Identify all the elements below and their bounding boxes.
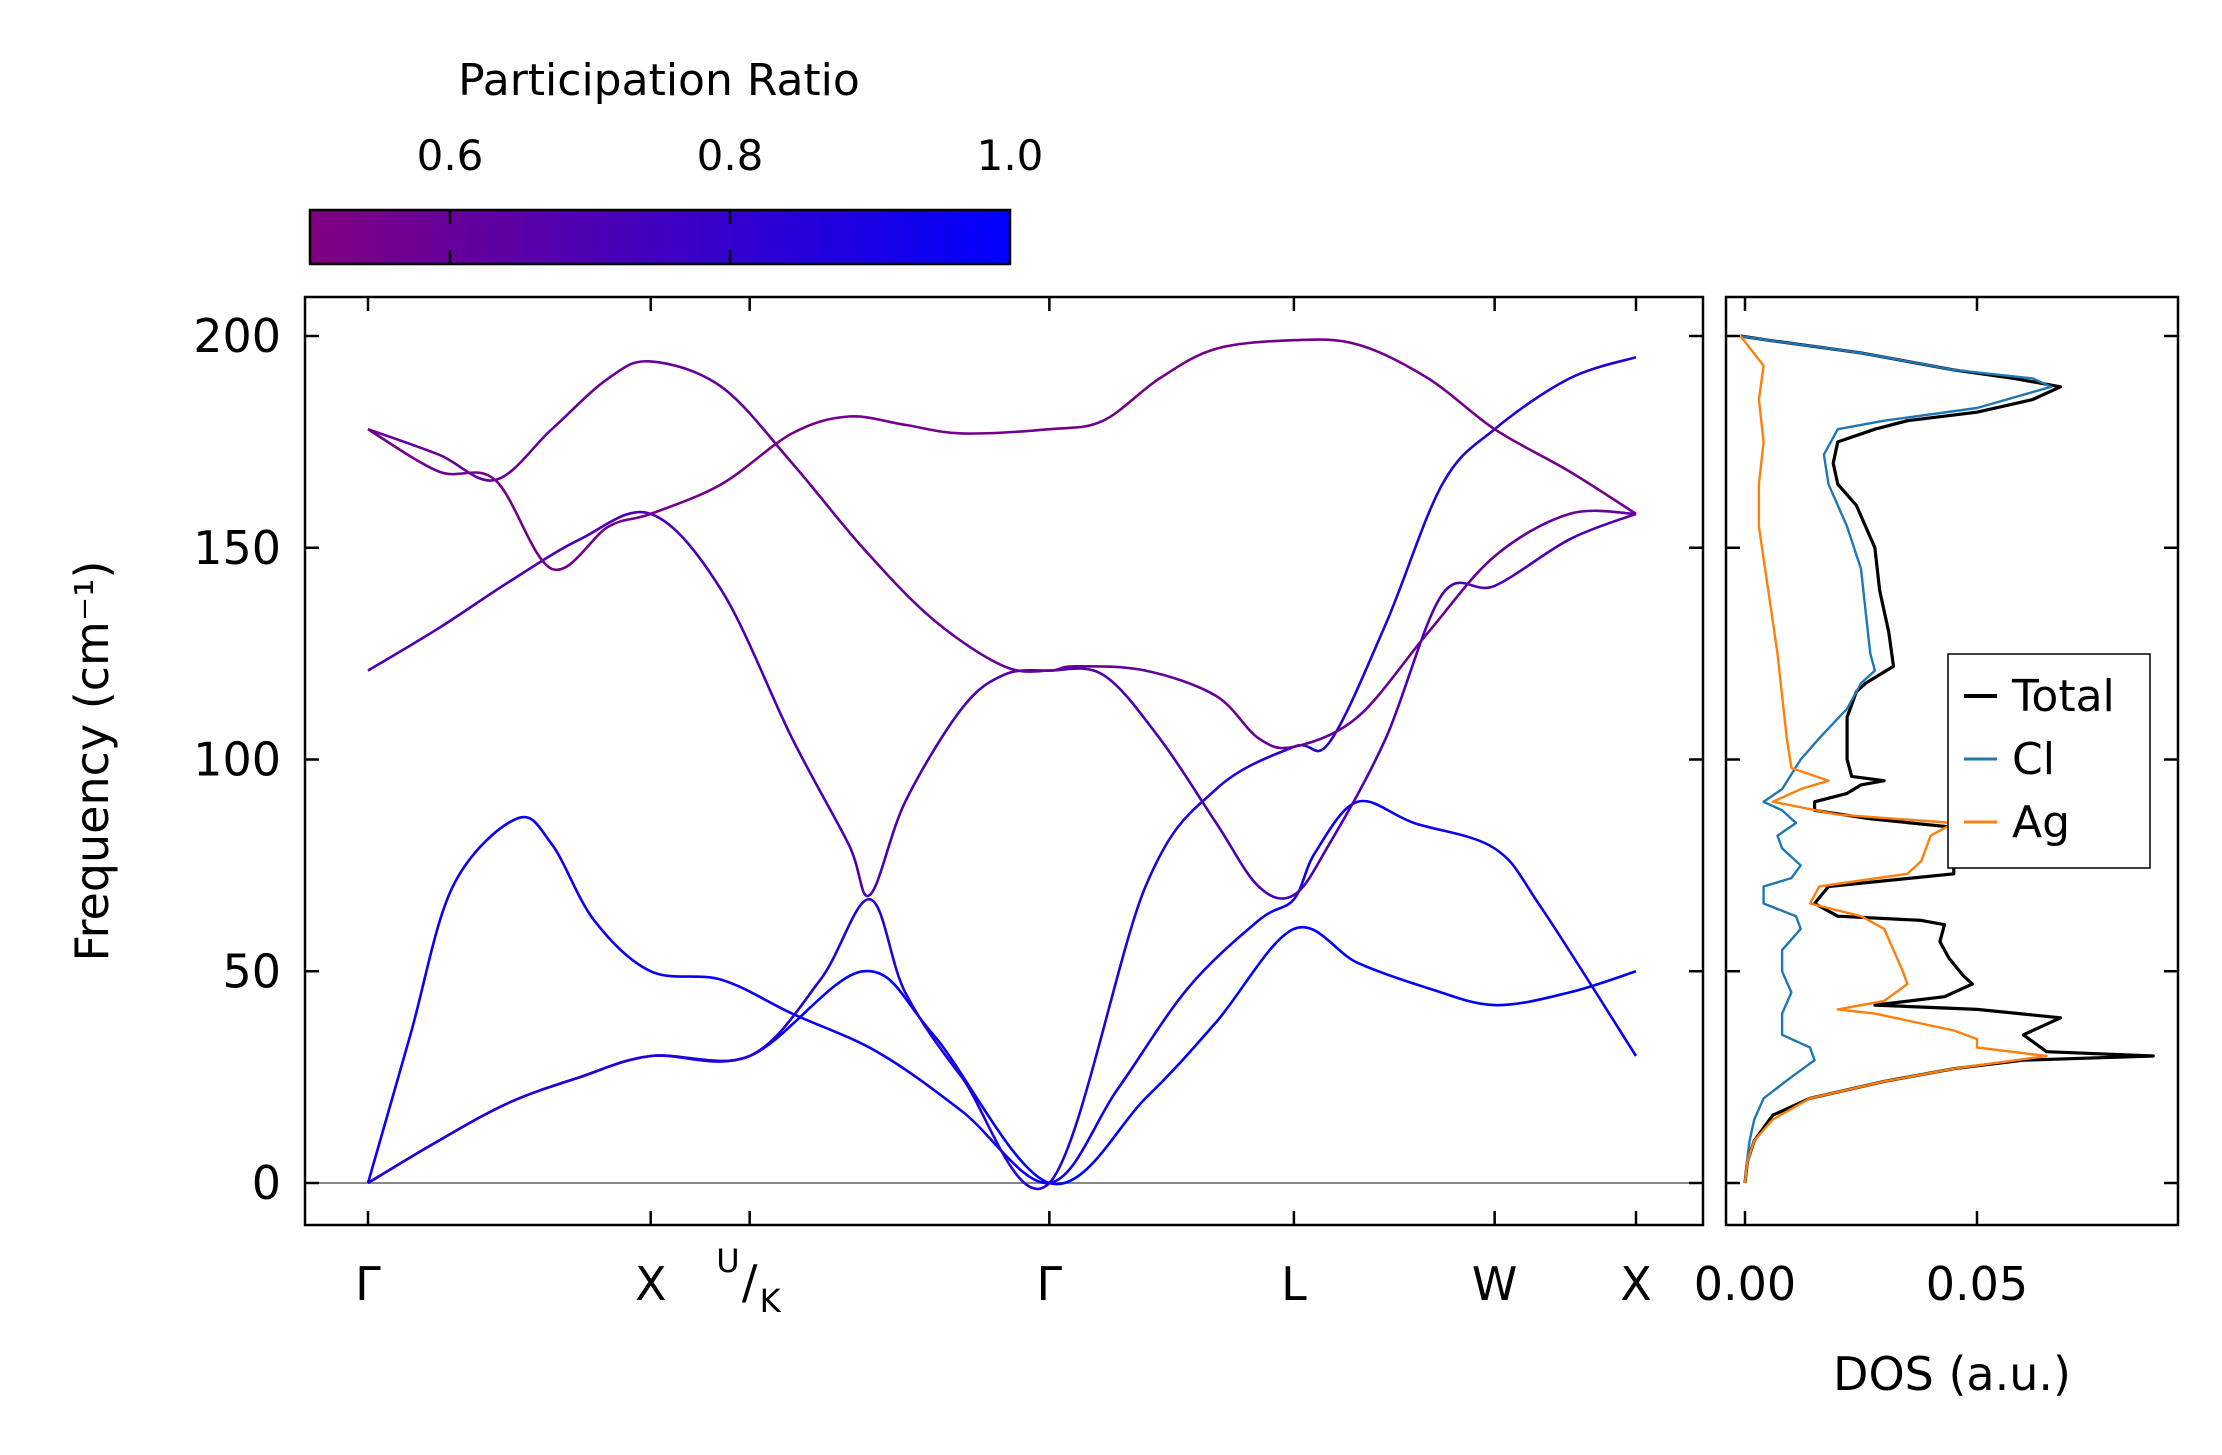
legend-box: [1947, 653, 2151, 869]
kpoint-label: L: [1281, 1257, 1307, 1311]
dos-frame: [1724, 295, 2180, 1227]
kpoint-label-uk: U / K: [716, 1242, 781, 1320]
dos-x-tick-label: 0.05: [1926, 1257, 2028, 1311]
dispersion-panel: 0 50 100 150 200 Γ X U / K Γ L W X Frequency (cm⁻¹): [65, 295, 1705, 1320]
frequency-axis: 0 50 100 150 200: [193, 309, 1703, 1210]
legend-label-cl: Cl: [2012, 734, 2055, 785]
kpoint-label: Γ: [1037, 1257, 1063, 1311]
colorbar-label: Participation Ratio: [458, 55, 860, 106]
kpoint-label-sub: K: [760, 1282, 782, 1320]
dos-x-axis: 0.00 0.05: [1694, 297, 2028, 1311]
dispersion-frame: [303, 295, 1705, 1227]
y-tick-label: 100: [193, 733, 281, 787]
y-tick-label: 150: [193, 521, 281, 575]
dos-series: [1739, 334, 2155, 1184]
y-tick-label: 50: [222, 944, 281, 998]
colorbar-tick-label: 0.6: [417, 131, 484, 180]
dos-legend: Total Cl Ag: [1947, 653, 2151, 869]
colorbar-tick-label: 1.0: [977, 131, 1044, 180]
dos-y-ticks: [1726, 334, 2178, 1185]
kpoint-label-sup: U: [716, 1242, 739, 1280]
dos-line-ag: [1739, 335, 2048, 1184]
phonon-bands: [366, 338, 1638, 1191]
y-tick-label: 0: [252, 1156, 281, 1210]
band-optical-1: [367, 510, 1637, 900]
band-optical-2: [367, 359, 1637, 750]
colorbar-gradient: [308, 208, 1012, 266]
colorbar-ticks: 0.6 0.8 1.0: [417, 131, 1044, 264]
band-acoustic-1: [367, 925, 1637, 1186]
colorbar: Participation Ratio 0.6 0.8 1.0: [308, 55, 1044, 266]
band-acoustic-2: [366, 799, 1638, 1185]
kpoint-label: W: [1472, 1257, 1517, 1311]
band-optical-3: [367, 338, 1637, 572]
band-acoustic-3: [367, 355, 1637, 1191]
dos-panel: 0.00 0.05 DOS (a.u.) Total Cl Ag: [1694, 295, 2180, 1401]
y-tick-label: 200: [193, 309, 281, 363]
legend-label-total: Total: [2011, 671, 2115, 722]
frequency-axis-label: Frequency (cm⁻¹): [65, 561, 119, 962]
dos-line-cl: [1740, 334, 2053, 1184]
dos-x-tick-label: 0.00: [1694, 1257, 1796, 1311]
kpoint-label: X: [635, 1257, 667, 1311]
legend-label-ag: Ag: [2012, 797, 2070, 848]
kpoint-label: X: [1620, 1257, 1652, 1311]
kpoint-label-slash: /: [742, 1255, 758, 1309]
colorbar-tick-label: 0.8: [697, 131, 764, 180]
dos-axis-label: DOS (a.u.): [1833, 1347, 2071, 1401]
kpath-axis: Γ X U / K Γ L W X: [355, 297, 1652, 1320]
kpoint-label: Γ: [355, 1257, 381, 1311]
